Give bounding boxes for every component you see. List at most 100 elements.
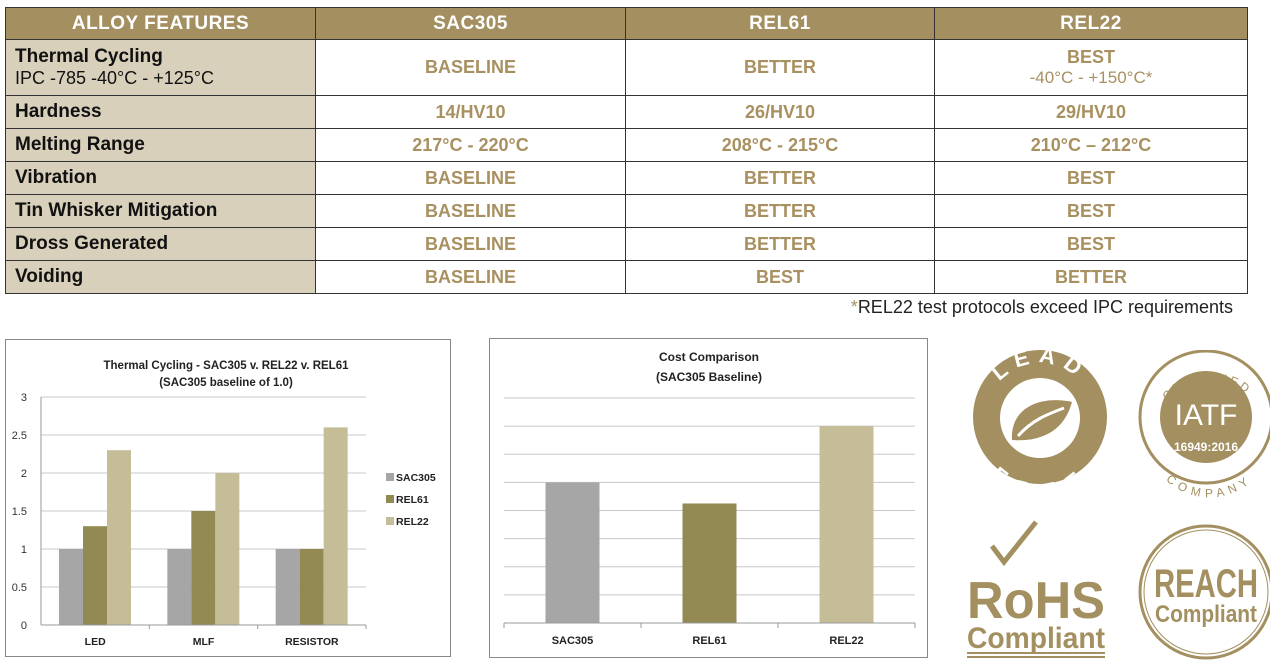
y-tick-label: 1 [21, 544, 27, 556]
x-tick-label: REL22 [829, 635, 863, 647]
bar-rel61-mlf [191, 511, 216, 625]
value-cell: BETTER [625, 161, 935, 195]
value-text: BETTER [744, 200, 816, 221]
chart-title: Cost Comparison [659, 350, 759, 364]
iatf-logo: CERTIFIED COMPANY IATF 16949:2016 [1138, 350, 1270, 500]
x-tick-label: REL61 [692, 635, 726, 647]
row-label: Hardness [5, 95, 316, 129]
bar-rel22 [819, 426, 874, 623]
value-text: 210°C – 212°C [1030, 134, 1152, 155]
value-cell: BEST [934, 161, 1248, 195]
value-cell: BETTER [625, 194, 935, 228]
chart-subtitle: (SAC305 Baseline) [656, 370, 762, 384]
bar-rel22-mlf [215, 473, 240, 625]
value-text: 217°C - 220°C [412, 134, 529, 155]
feature-name: Thermal Cycling [15, 46, 163, 67]
value-cell: BASELINE [315, 260, 626, 294]
table-row: Vibration BASELINE BETTER BEST [5, 161, 1248, 195]
value-cell: 26/HV10 [625, 95, 935, 129]
bar-sac305-resistor [275, 549, 300, 625]
value-text: BASELINE [424, 57, 516, 77]
feature-name: Tin Whisker Mitigation [15, 200, 218, 221]
table-row: Thermal Cycling IPC -785 -40°C - +125°C BA… [5, 39, 1248, 96]
value-subtext: -40°C - +150°C* [1029, 68, 1153, 87]
header-rel22: REL22 [934, 7, 1248, 40]
checkmark-icon [990, 520, 1038, 567]
value-cell: BEST [625, 260, 935, 294]
rohs-logo: RoHS Compliant [967, 520, 1105, 658]
cost-comparison-chart-svg: Cost Comparison (SAC305 Baseline) SAC305 RE… [503, 350, 916, 647]
x-tick-label: MLF [193, 636, 215, 648]
feature-sublabel: IPC -785 -40°C - +125°C [15, 68, 214, 88]
value-cell: BEST [934, 194, 1248, 228]
value-cell: 208°C - 215°C [625, 128, 935, 162]
row-label: Dross Generated [5, 227, 316, 261]
rohs-text: RoHS [967, 572, 1105, 630]
legend-label: REL22 [396, 516, 429, 528]
table-header-row: ALLOY FEATURES SAC305 REL61 REL22 [5, 7, 1248, 40]
bar-sac305 [545, 482, 600, 623]
bar-sac305-led [59, 549, 83, 625]
x-tick-label: LED [85, 636, 106, 648]
row-label: Vibration [5, 161, 316, 195]
value-cell: BETTER [934, 260, 1248, 294]
y-tick-label: 0 [21, 620, 27, 632]
value-text: BEST [1066, 167, 1115, 188]
value-cell: BEST -40°C - +150°C* [934, 39, 1248, 96]
reach-logo: REACH Compliant [1138, 524, 1270, 660]
legend-swatch-sac305 [386, 473, 394, 481]
legend-label: SAC305 [396, 472, 436, 484]
row-label: Thermal Cycling IPC -785 -40°C - +125°C [5, 39, 316, 96]
value-cell: BETTER [625, 227, 935, 261]
value-cell: BASELINE [315, 161, 626, 195]
value-cell: 217°C - 220°C [315, 128, 626, 162]
table-row: Tin Whisker Mitigation BASELINE BETTER BEST [5, 194, 1248, 228]
legend-label: REL61 [396, 494, 429, 506]
value-text: BASELINE [424, 233, 516, 254]
value-text: BEST [1066, 200, 1115, 221]
bar-rel61 [682, 503, 737, 623]
value-text: BASELINE [424, 167, 516, 188]
value-text: BETTER [744, 57, 816, 77]
value-cell: BETTER [625, 39, 935, 96]
y-tick-label: 0.5 [12, 582, 27, 594]
reach-compliant-text: Compliant [1155, 601, 1257, 628]
y-tick-label: 2 [21, 468, 27, 480]
thermal-cycling-chart: Thermal Cycling - SAC305 v. REL22 v. REL… [5, 339, 451, 657]
bar-sac305-mlf [167, 549, 192, 625]
table-row: Dross Generated BASELINE BETTER BEST [5, 227, 1248, 261]
row-label: Voiding [5, 260, 316, 294]
value-cell: 29/HV10 [934, 95, 1248, 129]
value-text: BETTER [1055, 266, 1127, 287]
footnote-asterisk: * [850, 297, 858, 317]
alloy-features-table: ALLOY FEATURES SAC305 REL61 REL22 Therma… [5, 7, 1248, 294]
lead-free-logo: LEAD FREE [973, 350, 1107, 505]
table-row: Hardness 14/HV10 26/HV10 29/HV10 [5, 95, 1248, 129]
value-text: 208°C - 215°C [721, 134, 839, 155]
feature-name: Voiding [15, 266, 84, 287]
table-row: Voiding BASELINE BEST BETTER [5, 260, 1248, 294]
bar-rel22-led [107, 450, 131, 625]
footnote-text: REL22 test protocols exceed IPC requirem… [857, 297, 1233, 317]
rohs-compliant-text: Compliant [967, 622, 1105, 655]
header-sac305: SAC305 [315, 7, 626, 40]
value-text: BETTER [744, 233, 816, 254]
value-cell: BEST [934, 227, 1248, 261]
iatf-text: IATF [1175, 399, 1238, 432]
cost-comparison-chart: Cost Comparison (SAC305 Baseline) SAC305 RE… [489, 338, 928, 658]
value-cell: BASELINE [315, 39, 626, 96]
footnote: *REL22 test protocols exceed IPC require… [851, 297, 1233, 318]
x-tick-label: RESISTOR [285, 636, 339, 648]
y-tick-label: 3 [21, 392, 27, 404]
value-cell: BASELINE [315, 227, 626, 261]
value-text: 14/HV10 [435, 101, 506, 122]
value-text: 26/HV10 [744, 101, 816, 122]
value-text: BEST [755, 266, 804, 287]
value-cell: 210°C – 212°C [934, 128, 1248, 162]
bar-rel61-led [83, 526, 107, 625]
iatf-code-text: 16949:2016 [1174, 440, 1238, 454]
legend-swatch-rel61 [386, 495, 394, 503]
certification-logos: LEAD FREE CERTIFIED COMPANY IATF 16949:2… [967, 350, 1270, 660]
feature-name: Hardness [15, 101, 102, 122]
bar-rel61-resistor [299, 549, 324, 625]
